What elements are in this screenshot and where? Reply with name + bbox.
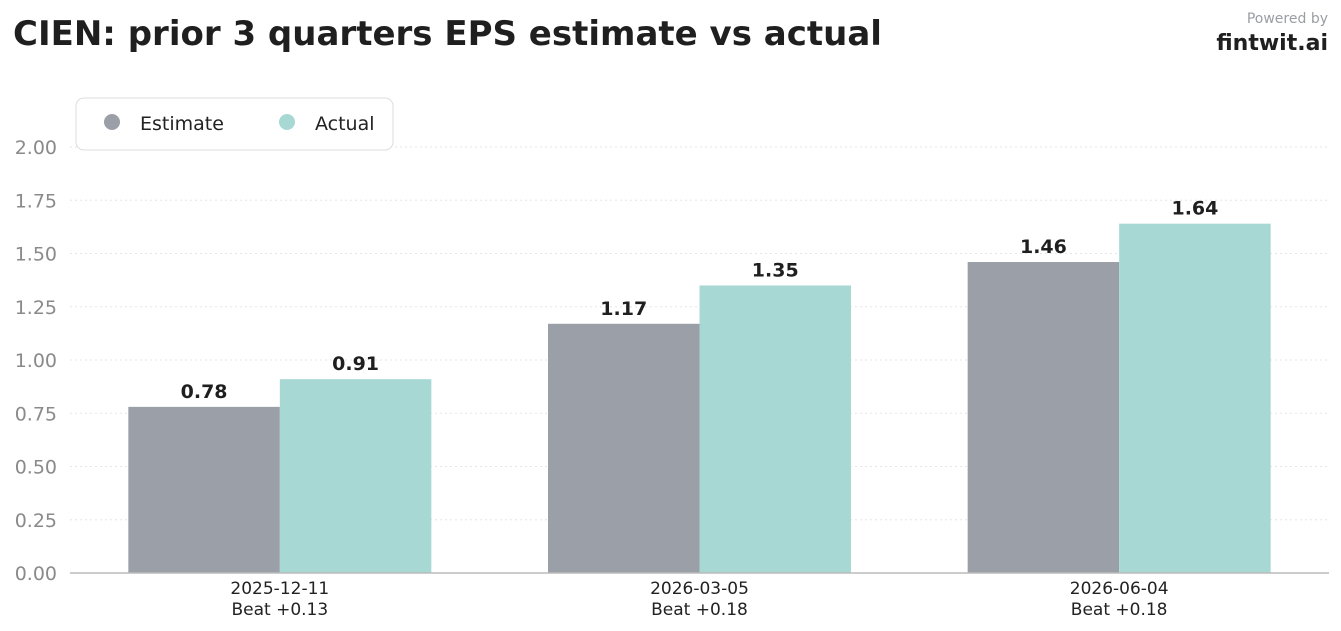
x-tick-sublabel: Beat +0.13 <box>231 600 328 620</box>
bar-actual <box>1119 223 1271 573</box>
x-tick-sublabel: Beat +0.18 <box>1071 600 1168 620</box>
data-label: 0.91 <box>332 353 379 375</box>
powered-by-text: Powered by <box>1246 11 1328 27</box>
chart-title: CIEN: prior 3 quarters EPS estimate vs a… <box>13 14 882 54</box>
bar-actual <box>279 379 432 573</box>
brand-logo-text: fintwit.ai <box>1216 31 1328 56</box>
legend-actual-marker <box>279 114 295 130</box>
y-tick-label: 1.75 <box>15 190 57 212</box>
legend-estimate-label: Estimate <box>140 113 224 135</box>
data-label: 1.17 <box>600 298 647 320</box>
bar-estimate <box>128 406 280 573</box>
bar-estimate <box>967 262 1120 573</box>
data-label: 0.78 <box>181 381 228 403</box>
y-tick-label: 0.25 <box>15 510 57 532</box>
data-label: 1.46 <box>1020 236 1067 258</box>
data-label: 1.64 <box>1171 198 1218 220</box>
bar-actual <box>699 285 851 573</box>
y-tick-label: 0.50 <box>15 457 57 479</box>
bars <box>128 223 1271 573</box>
data-label: 1.35 <box>752 259 799 281</box>
y-tick-label: 0.00 <box>15 563 57 585</box>
y-tick-label: 2.00 <box>15 137 57 159</box>
bar-estimate <box>548 323 700 573</box>
legend-box <box>75 97 394 151</box>
x-tick-label: 2026-03-05 <box>650 579 749 599</box>
x-tick-label: 2026-06-04 <box>1070 579 1169 599</box>
y-tick-label: 1.50 <box>15 244 57 266</box>
y-tick-label: 1.25 <box>15 297 57 319</box>
data-labels: 0.78 0.91 1.17 1.35 1.46 1.64 <box>181 198 1219 403</box>
y-tick-label: 1.00 <box>15 350 57 372</box>
x-tick-sublabel: Beat +0.18 <box>651 600 748 620</box>
y-tick-label: 0.75 <box>15 403 57 425</box>
legend: Estimate Actual <box>75 97 394 151</box>
axes: 0.00 0.25 0.50 0.75 1.00 1.25 1.50 1.75 2.00 2025… <box>15 137 1329 620</box>
legend-actual-label: Actual <box>315 113 375 135</box>
x-tick-label: 2025-12-11 <box>230 579 329 599</box>
legend-estimate-marker <box>104 114 120 130</box>
